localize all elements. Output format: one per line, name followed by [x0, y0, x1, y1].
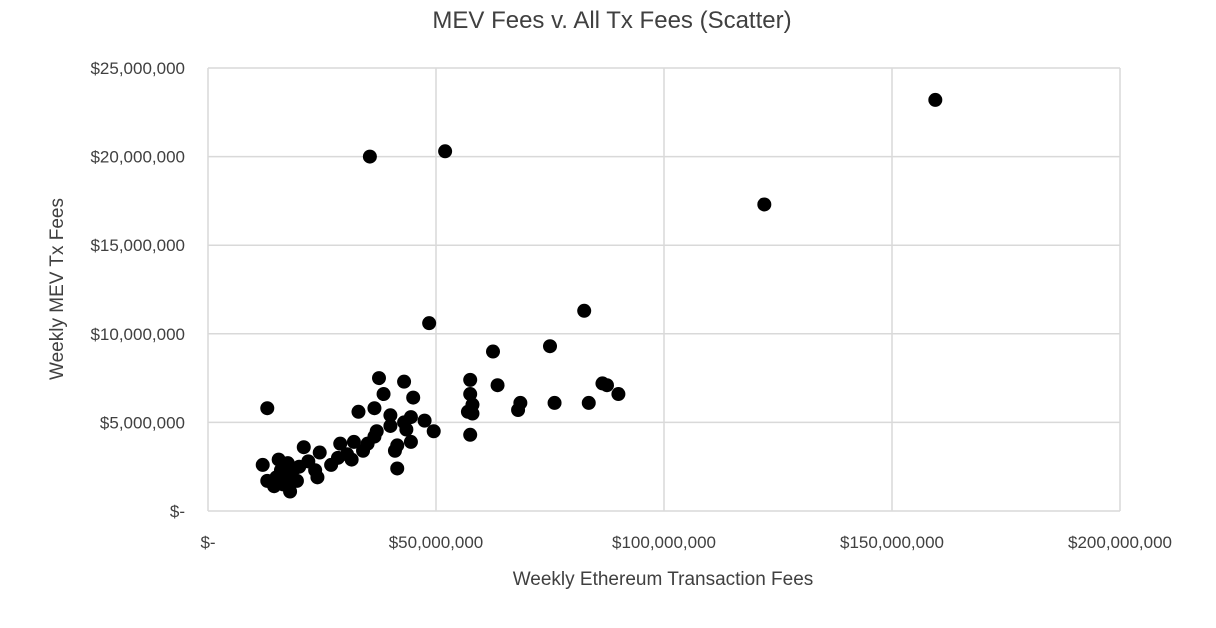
scatter-point	[463, 387, 478, 402]
axes	[207, 68, 1120, 512]
y-axis-title: Weekly MEV Tx Fees	[47, 198, 68, 380]
scatter-point	[581, 395, 596, 410]
scatter-point	[417, 413, 432, 428]
scatter-point	[577, 303, 592, 318]
scatter-point	[547, 395, 562, 410]
scatter-point	[372, 371, 386, 386]
scatter-point	[463, 372, 478, 387]
scatter-point	[346, 434, 361, 449]
scatter-point	[422, 316, 437, 331]
scatter-point	[333, 436, 348, 451]
scatter-point	[362, 149, 377, 164]
y-tick-label: $20,000,000	[90, 148, 185, 167]
scatter-point	[490, 378, 505, 393]
scatter-point	[426, 424, 441, 439]
scatter-point	[369, 424, 384, 439]
x-tick-label: $150,000,000	[840, 533, 944, 552]
scatter-point	[312, 445, 327, 460]
scatter-point	[928, 92, 943, 107]
y-tick-label: $-	[170, 502, 185, 521]
scatter-point	[438, 144, 453, 159]
x-tick-label: $-	[200, 533, 215, 552]
scatter-point	[260, 401, 275, 416]
x-tick-label: $50,000,000	[389, 533, 484, 552]
scatter-point	[390, 438, 405, 453]
scatter-point	[543, 339, 557, 354]
scatter-point	[344, 452, 359, 467]
data-points	[255, 92, 943, 499]
scatter-point	[383, 418, 398, 433]
scatter-point	[757, 197, 772, 212]
scatter-point	[255, 457, 270, 472]
x-axis-title: Weekly Ethereum Transaction Fees	[513, 569, 814, 590]
gridlines	[208, 67, 1121, 511]
scatter-point	[397, 374, 412, 389]
scatter-point	[463, 427, 478, 442]
scatter-point	[403, 410, 418, 425]
scatter-point	[296, 440, 311, 455]
tick-labels: $- $5,000,000 $10,000,000 $15,000,000 $20,00…	[90, 59, 1172, 552]
scatter-point	[465, 406, 480, 421]
scatter-point	[406, 390, 421, 405]
scatter-point	[310, 470, 325, 485]
scatter-point	[367, 401, 382, 416]
y-tick-label: $15,000,000	[90, 236, 185, 255]
y-tick-label: $5,000,000	[100, 413, 185, 432]
scatter-point	[383, 408, 398, 423]
chart-title: MEV Fees v. All Tx Fees (Scatter)	[432, 7, 791, 34]
scatter-point	[390, 461, 405, 476]
x-tick-label: $200,000,000	[1068, 533, 1172, 552]
scatter-point	[351, 404, 366, 419]
scatter-point	[289, 473, 304, 488]
scatter-point	[513, 395, 528, 410]
scatter-point	[611, 387, 626, 402]
scatter-point	[403, 434, 418, 449]
y-tick-label: $25,000,000	[90, 59, 185, 78]
scatter-point	[376, 387, 391, 402]
scatter-point	[486, 344, 500, 359]
scatter-point	[283, 484, 298, 499]
scatter-point	[600, 378, 614, 393]
scatter-point	[399, 422, 414, 437]
x-tick-label: $100,000,000	[612, 533, 716, 552]
y-tick-label: $10,000,000	[90, 325, 185, 344]
